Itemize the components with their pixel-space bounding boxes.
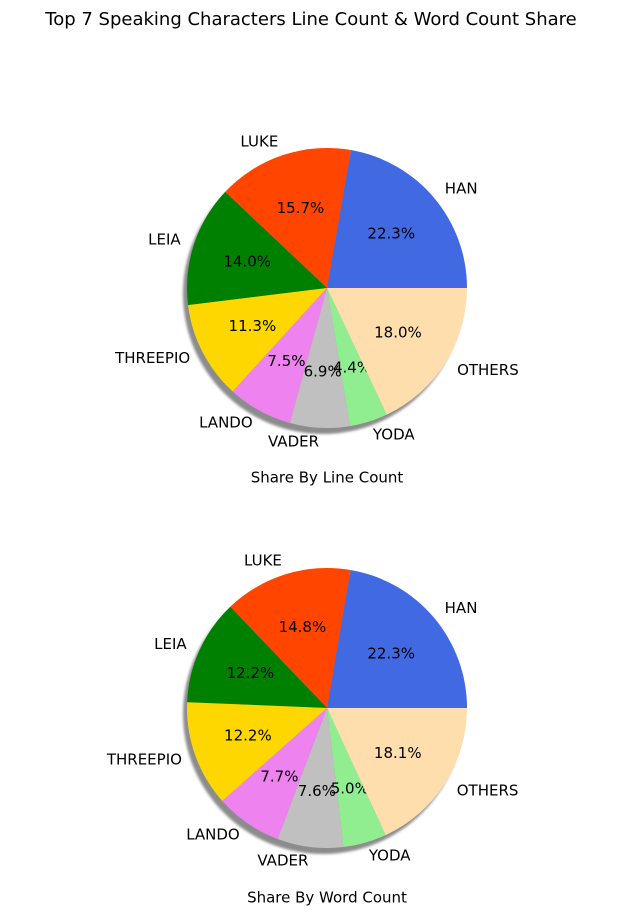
slice-category-label: LEIA: [148, 231, 181, 249]
slice-percent-label: 18.0%: [374, 323, 422, 341]
slice-percent-label: 12.2%: [227, 664, 275, 682]
slice-percent-label: 14.8%: [279, 618, 327, 636]
pie-slice-others: [327, 288, 467, 415]
slice-percent-label: 22.3%: [367, 644, 415, 662]
slice-percent-label: 15.7%: [277, 199, 325, 217]
slice-category-label: YODA: [368, 847, 411, 865]
slice-category-label: LUKE: [240, 132, 278, 150]
pie-slice-vader: [289, 288, 350, 428]
pie-chart-word-count: HAN 22.3% LUKE 14.8% LEIA 12.2% THREEPIO 12.2% L…: [106, 551, 519, 906]
pie-xlabel: Share By Word Count: [247, 889, 407, 907]
slice-percent-label: 12.2%: [224, 727, 272, 745]
slice-category-label: LEIA: [154, 635, 187, 653]
slice-percent-label: 18.1%: [374, 744, 422, 762]
pie-slice-han: [327, 150, 467, 288]
slice-category-label: HAN: [445, 599, 478, 617]
slice-category-label: OTHERS: [457, 361, 519, 379]
pie-slice-others: [327, 708, 467, 836]
slice-category-label: HAN: [445, 179, 478, 197]
pie-slice-threepio: [187, 702, 327, 801]
pie-slice-leia: [187, 606, 327, 708]
slice-percent-label: 7.5%: [267, 352, 305, 370]
pie-slice-yoda: [327, 708, 386, 848]
slice-category-label: VADER: [257, 851, 308, 869]
slice-percent-label: 7.7%: [260, 768, 298, 786]
pie-slice-luke: [230, 568, 351, 708]
slice-category-label: LANDO: [186, 825, 240, 843]
pie-chart-line-count: HAN 22.3% LUKE 15.7% LEIA 14.0% THREEPIO 11.3% L…: [114, 132, 519, 486]
slice-category-label: VADER: [268, 432, 319, 450]
pie-xlabel: Share By Line Count: [251, 469, 404, 487]
slice-percent-label: 14.0%: [223, 252, 271, 270]
slice-percent-label: 4.4%: [333, 359, 371, 377]
slice-category-label: LUKE: [244, 551, 282, 569]
pie-slice-yoda: [327, 288, 387, 427]
slice-category-label: THREEPIO: [106, 750, 182, 768]
slice-percent-label: 5.0%: [331, 779, 369, 797]
slice-category-label: OTHERS: [457, 782, 519, 800]
pie-slice-lando: [232, 288, 327, 423]
slice-category-label: LANDO: [199, 413, 253, 431]
slice-percent-label: 11.3%: [229, 317, 277, 335]
pie-slice-luke: [225, 147, 351, 288]
slice-percent-label: 7.6%: [298, 782, 336, 800]
slice-percent-label: 6.9%: [304, 362, 342, 380]
slice-category-label: YODA: [372, 425, 415, 443]
pie-slice-vader: [277, 708, 344, 849]
slice-category-label: THREEPIO: [114, 349, 190, 367]
figure-title: Top 7 Speaking Characters Line Count & W…: [45, 9, 577, 30]
pie-slice-han: [327, 569, 467, 708]
pie-slice-lando: [222, 708, 327, 840]
pie-slice-leia: [187, 191, 327, 306]
pie-slice-threepio: [188, 288, 327, 392]
slice-percent-label: 22.3%: [367, 224, 415, 242]
